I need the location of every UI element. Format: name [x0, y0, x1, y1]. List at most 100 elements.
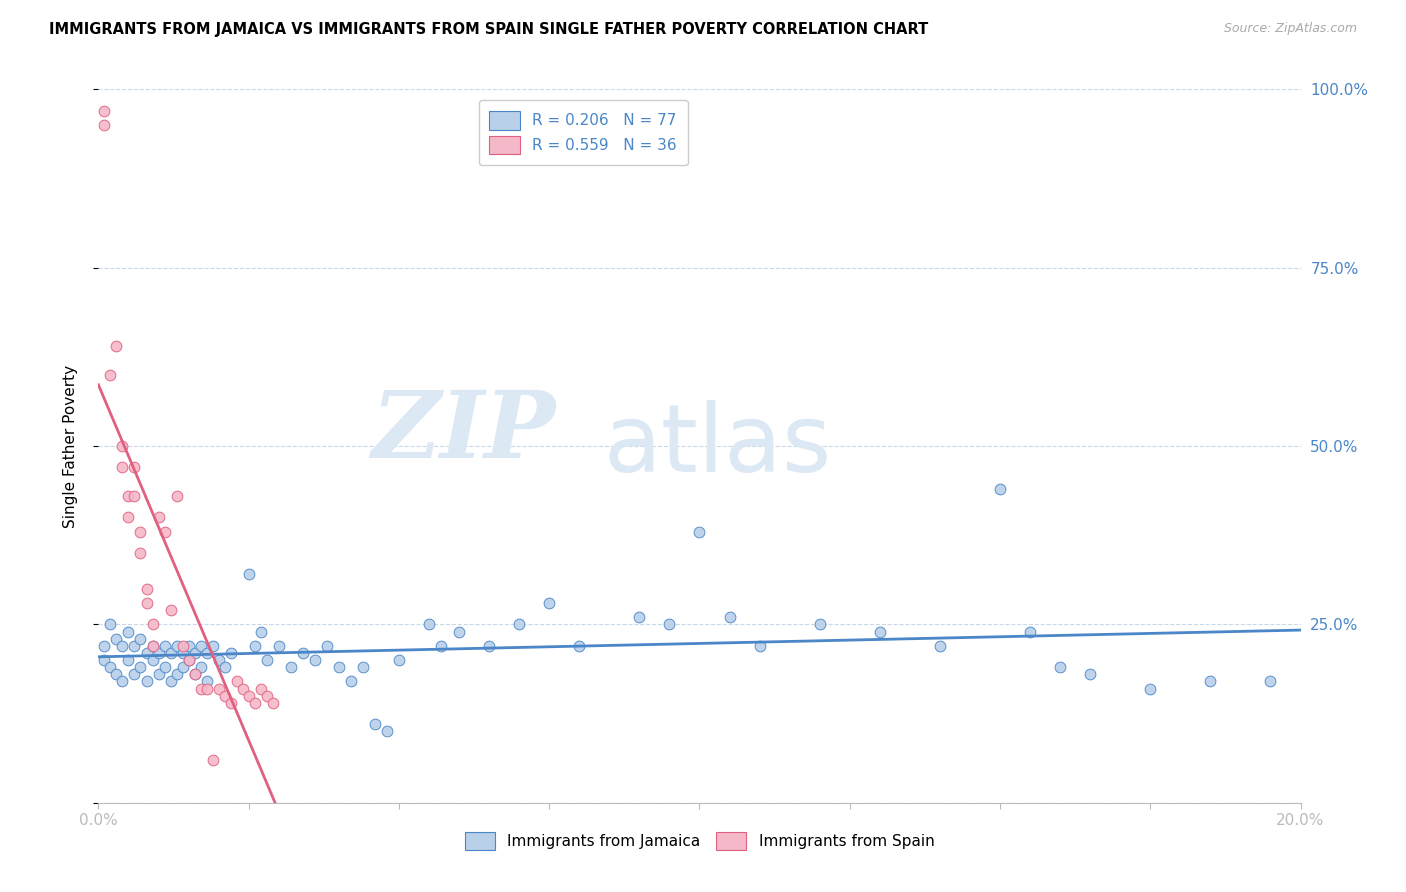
Point — [232, 681, 254, 696]
Point — [177, 653, 200, 667]
Point — [105, 632, 128, 646]
Y-axis label: Single Father Poverty: Single Father Poverty — [63, 365, 77, 527]
Point — [117, 489, 139, 503]
Point — [190, 639, 212, 653]
Point — [111, 674, 134, 689]
Point — [135, 582, 157, 596]
Point — [93, 653, 115, 667]
Point — [388, 653, 411, 667]
Point — [262, 696, 284, 710]
Point — [208, 681, 231, 696]
Point — [124, 667, 146, 681]
Point — [141, 639, 163, 653]
Point — [249, 681, 271, 696]
Point — [100, 617, 122, 632]
Point — [135, 674, 157, 689]
Point — [364, 717, 387, 731]
Legend: Immigrants from Jamaica, Immigrants from Spain: Immigrants from Jamaica, Immigrants from… — [456, 822, 943, 859]
Point — [177, 639, 200, 653]
Point — [430, 639, 453, 653]
Point — [1139, 681, 1161, 696]
Point — [166, 639, 188, 653]
Point — [105, 339, 128, 353]
Point — [447, 624, 470, 639]
Point — [148, 646, 170, 660]
Text: ZIP: ZIP — [371, 387, 555, 476]
Point — [141, 617, 163, 632]
Point — [105, 667, 128, 681]
Point — [929, 639, 952, 653]
Text: Source: ZipAtlas.com: Source: ZipAtlas.com — [1223, 22, 1357, 36]
Point — [658, 617, 681, 632]
Point — [568, 639, 591, 653]
Point — [214, 689, 236, 703]
Point — [291, 646, 314, 660]
Point — [1078, 667, 1101, 681]
Point — [124, 489, 146, 503]
Point — [159, 646, 181, 660]
Point — [869, 624, 891, 639]
Point — [111, 439, 134, 453]
Point — [256, 653, 278, 667]
Point — [748, 639, 770, 653]
Point — [93, 639, 115, 653]
Point — [988, 482, 1011, 496]
Point — [219, 646, 242, 660]
Point — [249, 624, 271, 639]
Point — [280, 660, 302, 674]
Point — [177, 653, 200, 667]
Point — [214, 660, 236, 674]
Point — [808, 617, 831, 632]
Point — [375, 724, 398, 739]
Point — [718, 610, 741, 624]
Point — [117, 510, 139, 524]
Point — [166, 667, 188, 681]
Point — [1260, 674, 1282, 689]
Point — [238, 567, 260, 582]
Point — [100, 368, 122, 382]
Point — [117, 653, 139, 667]
Point — [1019, 624, 1042, 639]
Point — [328, 660, 350, 674]
Point — [148, 510, 170, 524]
Point — [195, 681, 218, 696]
Point — [352, 660, 374, 674]
Point — [208, 653, 231, 667]
Point — [689, 524, 711, 539]
Point — [129, 632, 152, 646]
Point — [628, 610, 651, 624]
Point — [418, 617, 440, 632]
Point — [129, 546, 152, 560]
Point — [100, 660, 122, 674]
Point — [508, 617, 530, 632]
Point — [238, 689, 260, 703]
Point — [159, 674, 181, 689]
Point — [172, 639, 194, 653]
Point — [141, 639, 163, 653]
Text: atlas: atlas — [603, 400, 831, 492]
Point — [304, 653, 326, 667]
Point — [153, 524, 176, 539]
Point — [1049, 660, 1071, 674]
Point — [93, 118, 115, 132]
Point — [183, 646, 205, 660]
Point — [141, 653, 163, 667]
Point — [148, 667, 170, 681]
Point — [93, 103, 115, 118]
Point — [538, 596, 561, 610]
Point — [111, 639, 134, 653]
Point — [117, 624, 139, 639]
Point — [243, 639, 266, 653]
Point — [267, 639, 290, 653]
Point — [315, 639, 337, 653]
Point — [340, 674, 363, 689]
Point — [153, 660, 176, 674]
Point — [1199, 674, 1222, 689]
Point — [153, 639, 176, 653]
Point — [243, 696, 266, 710]
Point — [129, 524, 152, 539]
Point — [183, 667, 205, 681]
Point — [201, 753, 224, 767]
Point — [195, 674, 218, 689]
Point — [172, 646, 194, 660]
